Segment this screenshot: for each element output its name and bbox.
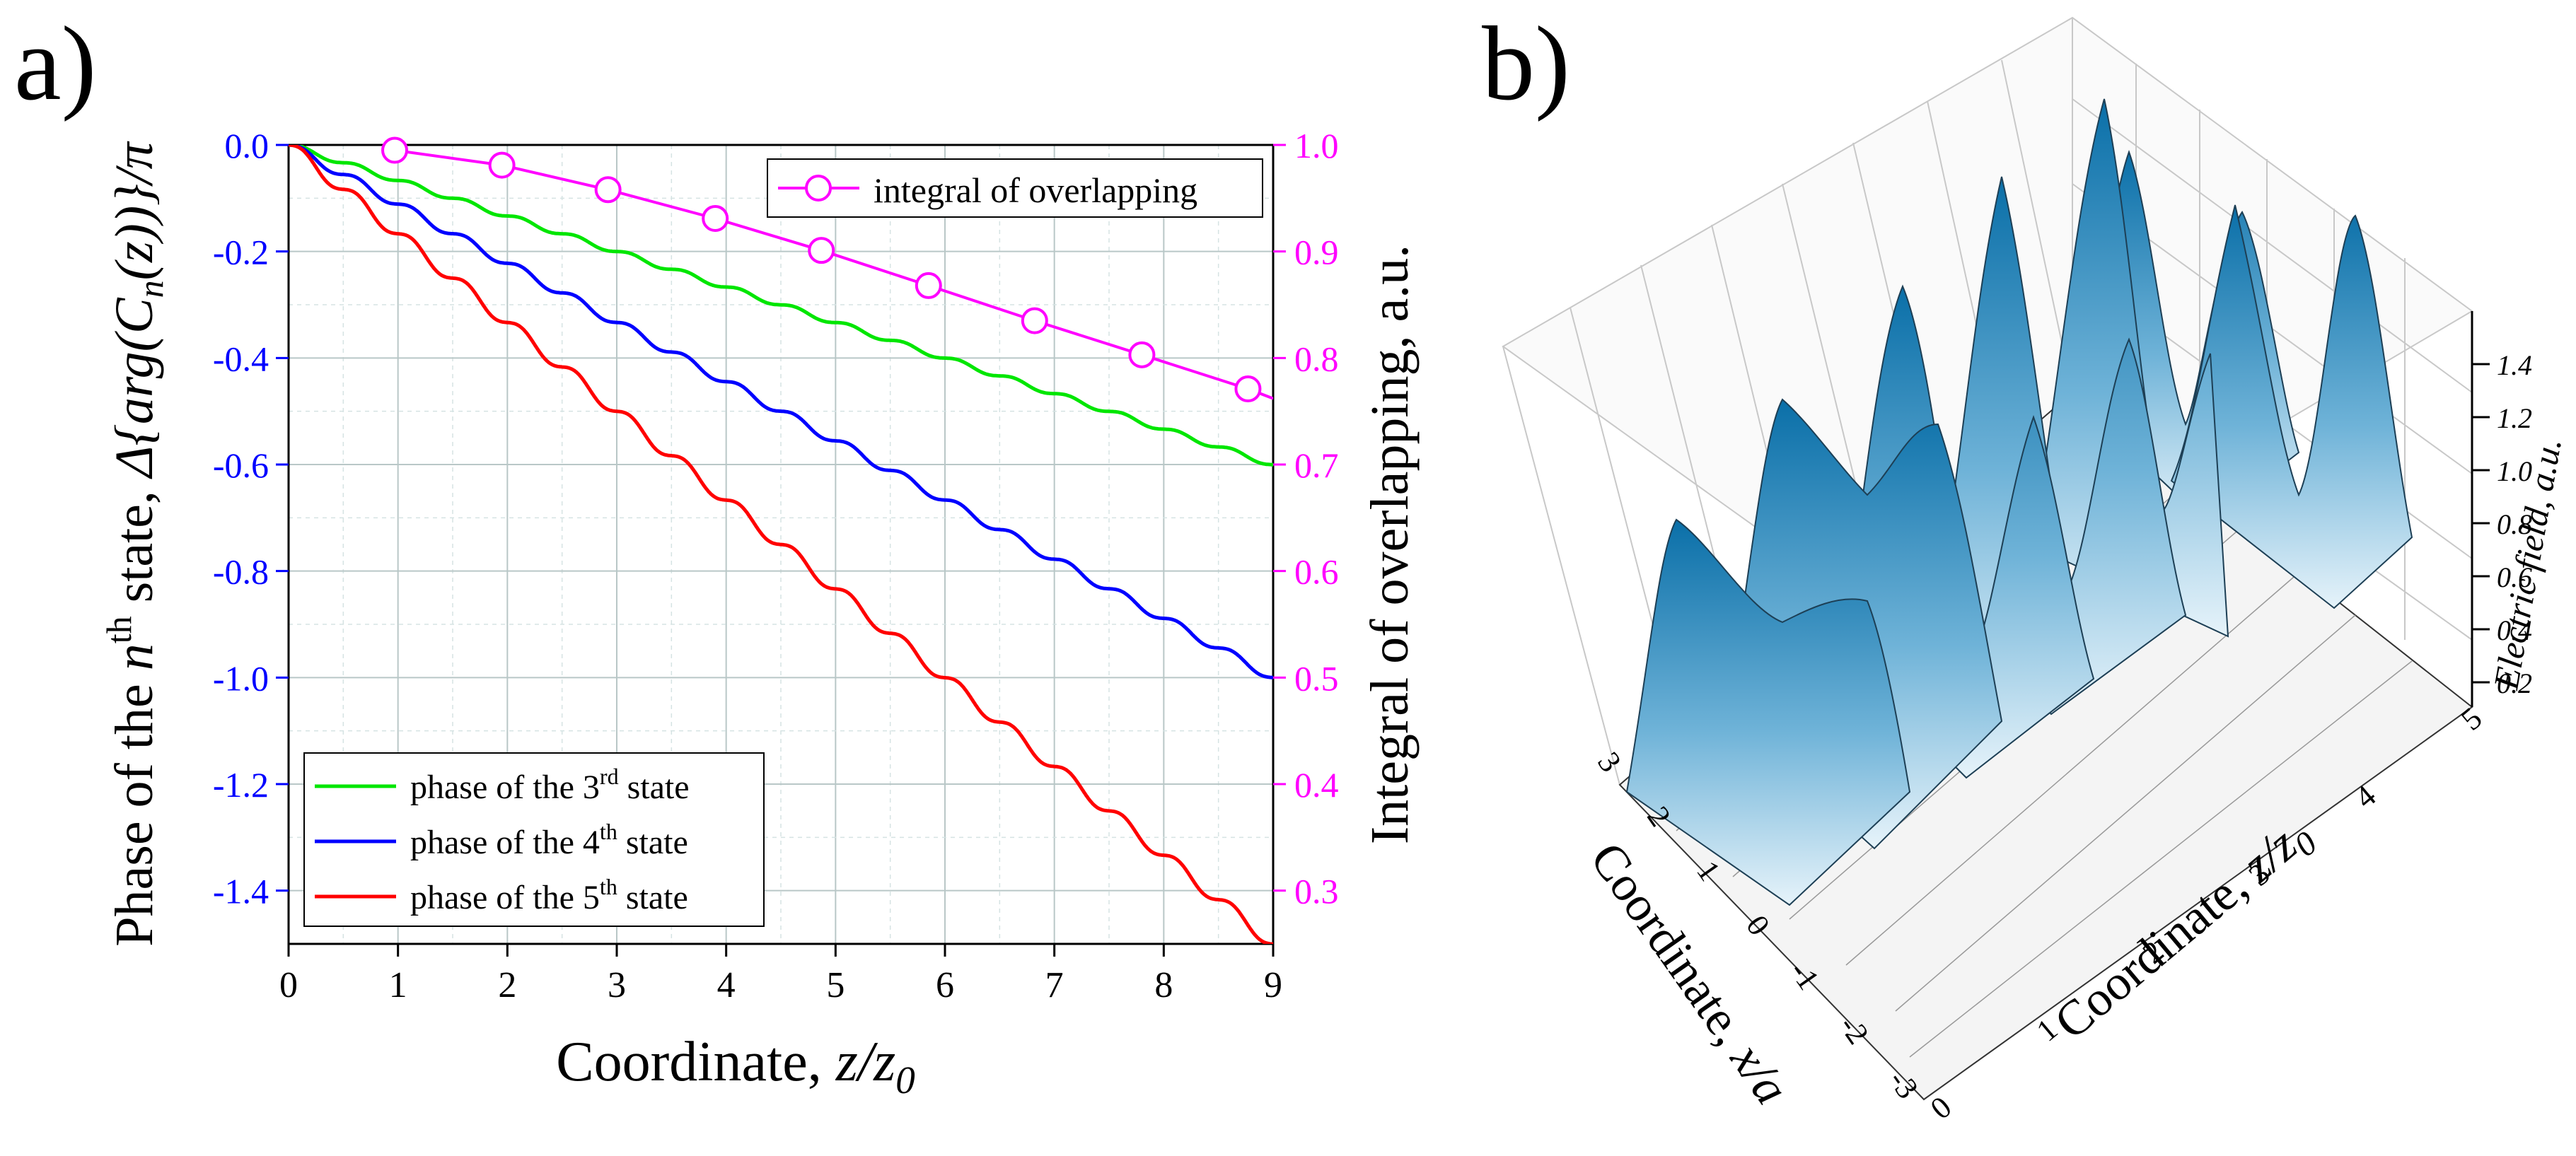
y-left-var: n (105, 643, 164, 670)
x-axis-label-sub: 0 (895, 1058, 915, 1102)
overlap-markers (381, 136, 1262, 403)
value-tick-label: 1.2 (2497, 402, 2532, 434)
left-tick-label: -1.4 (213, 872, 269, 911)
left-tick-label: -0.8 (213, 552, 269, 592)
z-coordinate-tick-label: 0 (1924, 1090, 1958, 1126)
ridge-back-2 (2170, 204, 2413, 609)
x-coordinate-tick-label: 3 (1591, 746, 1628, 778)
right-tick-label: 0.4 (1294, 765, 1339, 805)
x-tick-label: 2 (498, 965, 516, 1005)
y-left-expr-sub: n (131, 280, 170, 298)
y-left-mid: state, (105, 477, 164, 616)
value-axis-ticks: 0.2 0.4 0.6 0.8 1.0 1.2 1.4 (2472, 349, 2532, 699)
y-left-sup: th (99, 616, 139, 643)
left-tick-label: -0.4 (213, 339, 269, 378)
x-tick-label: 3 (608, 965, 626, 1005)
y-left-prefix: Phase of the (105, 670, 164, 946)
value-tick-label: 1.0 (2497, 455, 2532, 487)
left-tick-label: -1.0 (213, 658, 269, 698)
value-tick-label: 0.6 (2497, 561, 2532, 593)
left-axis-ticks: 0.0 -0.2 -0.4 -0.6 -0.8 -1.0 -1.2 -1.4 (213, 126, 289, 911)
plot-frame-a (287, 144, 1275, 945)
surface-ridges (1625, 98, 2413, 906)
overlap-marker (381, 136, 409, 164)
overlap-marker (488, 151, 516, 179)
overlap-marker (915, 272, 942, 299)
right-tick-label: 0.6 (1294, 552, 1339, 592)
series-line-4th-state (289, 145, 1273, 679)
x-tick-label: 1 (389, 965, 407, 1005)
x-axis-label-var: z/z (835, 1031, 896, 1093)
y-left-expr-end: (z))}/π (105, 141, 164, 280)
x-tick-label: 4 (717, 965, 736, 1005)
legend-bottom: phase of the 3rd state phase of the 4th s… (303, 752, 765, 927)
right-tick-label: 0.9 (1294, 233, 1339, 272)
overlap-marker (1021, 307, 1048, 334)
overlap-marker (808, 237, 835, 264)
left-tick-label: -1.2 (213, 765, 269, 805)
legend-top: integral of overlapping (767, 158, 1263, 218)
x-tick-label: 8 (1154, 965, 1173, 1005)
panel-b: b) (1482, 5, 2569, 1126)
value-tick-label: 0.4 (2497, 614, 2532, 646)
x-tick-label: 5 (826, 965, 845, 1005)
left-tick-label: 0.0 (225, 126, 269, 165)
overlap-marker (702, 204, 729, 232)
series-line-5th-state (289, 145, 1273, 944)
x-axis-label-prefix: Coordinate, (556, 1031, 835, 1093)
ridge-front-2 (1625, 518, 1911, 906)
right-tick-label: 0.3 (1294, 872, 1339, 911)
x-tick-label: 7 (1045, 965, 1064, 1005)
panel-a-label: a) (14, 5, 97, 122)
right-tick-label: 0.5 (1294, 658, 1339, 698)
value-tick-label: 0.8 (2497, 508, 2532, 540)
value-tick-label: 0.2 (2497, 667, 2532, 699)
y-axis-right-label: Integral of overlapping, a.u. (1360, 245, 1420, 844)
right-tick-label: 0.7 (1294, 445, 1339, 485)
panel-a: a) 0 1 2 3 4 5 6 7 8 9 0.0 -0.2 -0.4 -0.6 -0.8 -1.0 -1.… (14, 5, 1420, 1102)
x-axis-label: Coordinate, z/z0 (556, 1031, 915, 1102)
legend-top-label: integral of overlapping (874, 170, 1197, 210)
y-left-expr: Δ{arg(C (105, 297, 164, 479)
panel-b-label: b) (1482, 5, 1570, 122)
legend-bottom-label: phase of the 4th state (410, 819, 688, 861)
y-axis-left-label: Phase of the nth state, Δ{arg(Cn(z))}/π (99, 141, 170, 946)
right-axis-ticks: 1.0 0.9 0.8 0.7 0.6 0.5 0.4 0.3 (1273, 126, 1339, 911)
overlap-marker (594, 176, 622, 204)
right-tick-label: 0.8 (1294, 339, 1339, 378)
legend-bottom-label: phase of the 3rd state (410, 764, 690, 806)
overlap-marker (1128, 341, 1156, 368)
x-axis-ticks: 0 1 2 3 4 5 6 7 8 9 (279, 944, 1282, 1005)
value-tick-label: 1.4 (2497, 349, 2532, 381)
series-line-3rd-state (289, 145, 1273, 467)
left-tick-label: -0.2 (213, 233, 269, 272)
left-tick-label: -0.6 (213, 445, 269, 485)
legend-top-marker (805, 175, 832, 202)
legend-bottom-label: phase of the 5th state (410, 874, 688, 916)
right-tick-label: 1.0 (1294, 126, 1339, 165)
x-tick-label: 9 (1264, 965, 1282, 1005)
overlap-marker (1234, 375, 1262, 403)
x-tick-label: 6 (936, 965, 954, 1005)
value-axis: 0.20.40.60.81.01.21.4 Electric field, a.… (2471, 311, 2569, 707)
x-tick-label: 0 (279, 965, 298, 1005)
